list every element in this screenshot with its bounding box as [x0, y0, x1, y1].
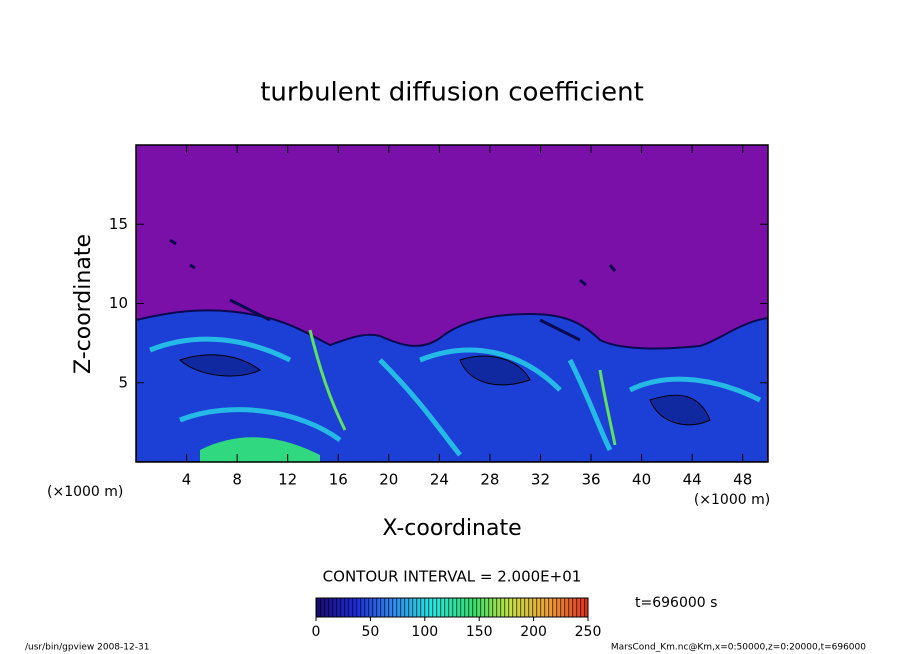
colorbar-tick-label: 100: [411, 624, 438, 640]
x-axis-label: X-coordinate: [382, 516, 521, 541]
x-tick-label: 4: [182, 471, 192, 489]
colorbar-tick-label: 200: [520, 624, 547, 640]
contour-interval: CONTOUR INTERVAL = 2.000E+01: [323, 568, 582, 586]
x-tick-label: 48: [733, 471, 752, 489]
y-axis-label: Z-coordinate: [71, 234, 96, 374]
time-label: t=696000 s: [635, 595, 717, 611]
x-tick-label: 28: [480, 471, 499, 489]
x-tick-label: 16: [329, 471, 348, 489]
x-tick-label: 20: [379, 471, 398, 489]
colorbar-tick-label: 250: [575, 624, 602, 640]
x-unit-left: (×1000 m): [47, 484, 123, 500]
colorbar-frame: [315, 597, 589, 618]
colorbar-tick-label: 50: [361, 624, 379, 640]
footer-right: MarsCond_Km.nc@Km,x=0:50000,z=0:20000,t=…: [611, 643, 866, 653]
x-unit-right: (×1000 m): [694, 492, 770, 508]
colorbar-tick-label: 0: [312, 624, 321, 640]
x-tick-label: 40: [632, 471, 651, 489]
colorbar-tick-label: 150: [466, 624, 493, 640]
y-tick-label: 10: [109, 294, 128, 312]
x-tick-label: 8: [232, 471, 242, 489]
chart-title: turbulent diffusion coefficient: [260, 78, 644, 108]
footer-left: /usr/bin/gpview 2008-12-31: [25, 643, 149, 653]
x-tick-label: 36: [581, 471, 600, 489]
x-tick-label: 12: [278, 471, 297, 489]
x-tick-label: 44: [683, 471, 702, 489]
y-tick-label: 5: [118, 373, 128, 391]
x-tick-label: 24: [430, 471, 449, 489]
x-tick-label: 32: [531, 471, 550, 489]
contour-field: [136, 145, 768, 462]
y-tick-label: 15: [109, 215, 128, 233]
